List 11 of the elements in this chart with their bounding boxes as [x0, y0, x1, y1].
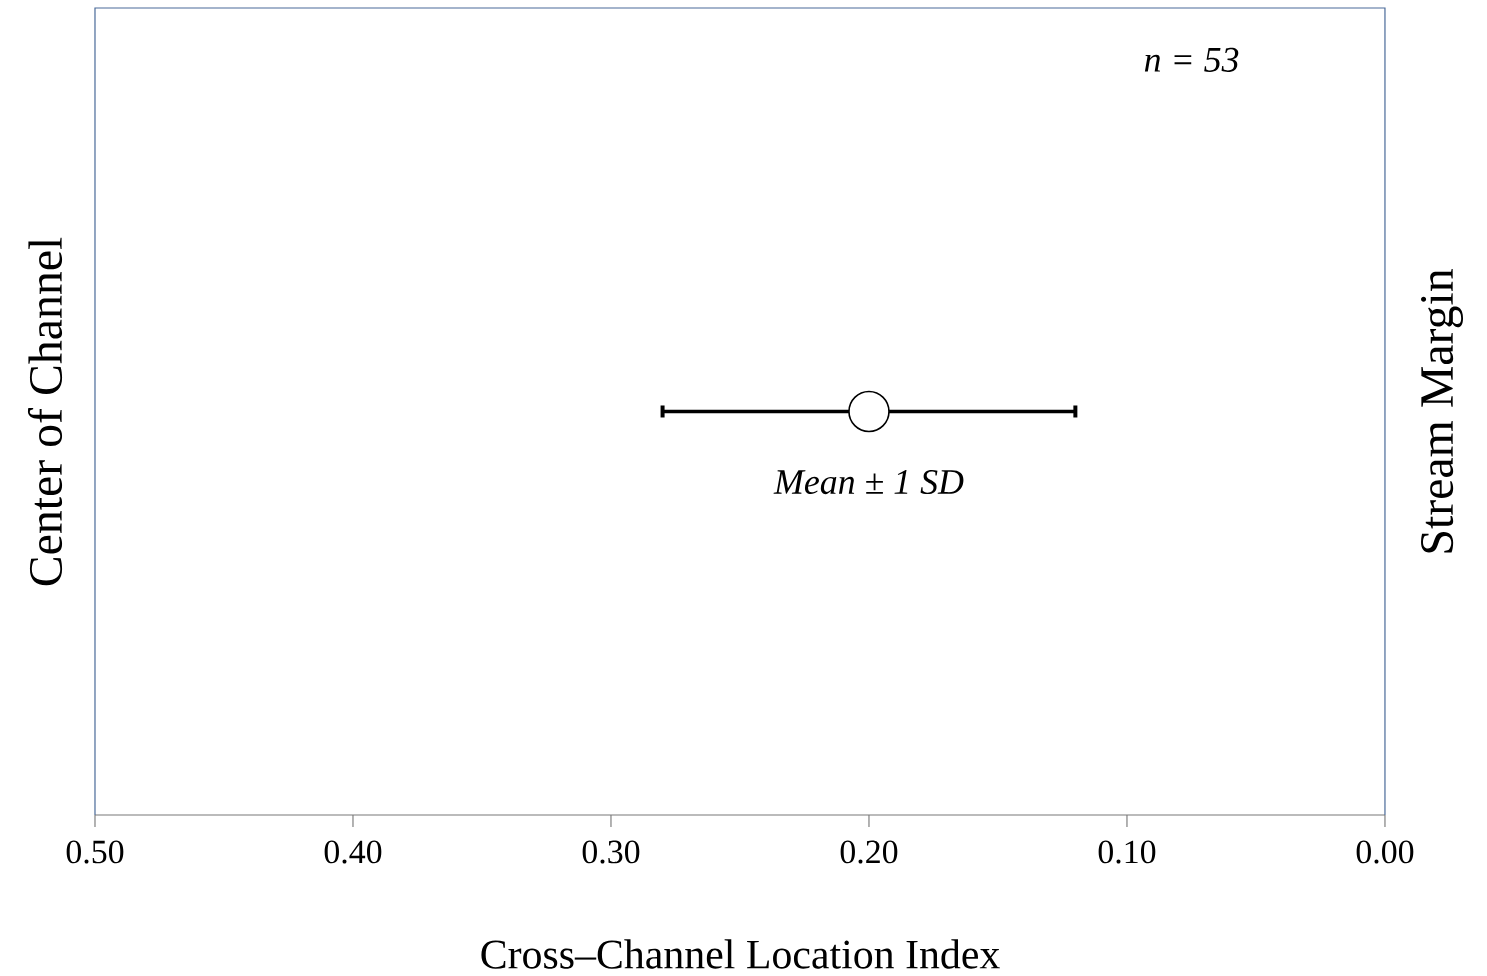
x-tick-label: 0.00 — [1356, 840, 1414, 864]
x-tick-label: 0.20 — [840, 840, 898, 864]
x-tick-label: 0.10 — [1098, 840, 1156, 864]
x-tick-label: 0.50 — [66, 840, 124, 864]
x-tick-label: 0.30 — [582, 840, 640, 864]
annotation: Mean ± 1 SD — [773, 470, 964, 495]
annotation: n = 53 — [1144, 47, 1239, 72]
y-axis-title: Center of Channel — [27, 237, 63, 586]
x-axis-title: Cross–Channel Location Index — [481, 939, 1000, 969]
y2-axis-title: Stream Margin — [1421, 269, 1464, 553]
x-tick-label: 0.40 — [324, 840, 382, 864]
